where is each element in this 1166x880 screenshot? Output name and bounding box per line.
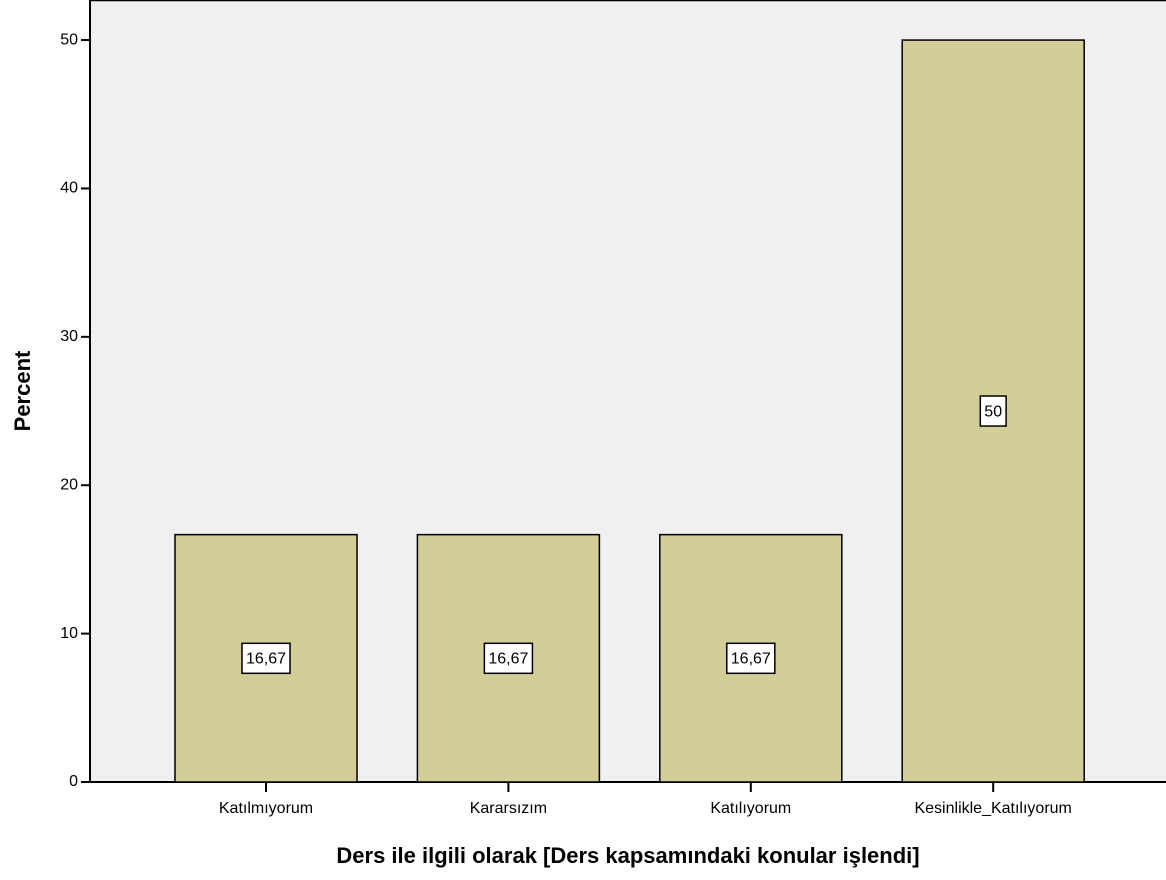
value-label: 50 <box>984 403 1002 420</box>
y-tick-label: 40 <box>60 180 78 197</box>
y-tick-label: 0 <box>69 773 78 790</box>
x-tick-label: Kararsızım <box>470 800 547 817</box>
y-tick-label: 50 <box>60 31 78 48</box>
y-tick-label: 20 <box>60 476 78 493</box>
value-label-box <box>726 642 776 675</box>
x-tick-label: Katılıyorum <box>710 800 791 817</box>
value-label-box <box>979 395 1007 427</box>
x-tick-label: Katılmıyorum <box>219 800 313 817</box>
y-tick-label: 30 <box>60 328 78 345</box>
value-label: 16,67 <box>488 651 528 668</box>
y-tick-label: 10 <box>60 625 78 642</box>
y-axis-title: Percent <box>10 350 35 431</box>
x-axis-title: Ders ile ilgili olarak [Ders kapsamındak… <box>336 843 919 868</box>
x-tick-label: Kesinlikle_Katılıyorum <box>914 800 1071 817</box>
value-label: 16,67 <box>731 651 771 668</box>
value-label: 16,67 <box>246 651 286 668</box>
value-label-box <box>241 642 291 675</box>
value-label-box <box>483 642 534 675</box>
